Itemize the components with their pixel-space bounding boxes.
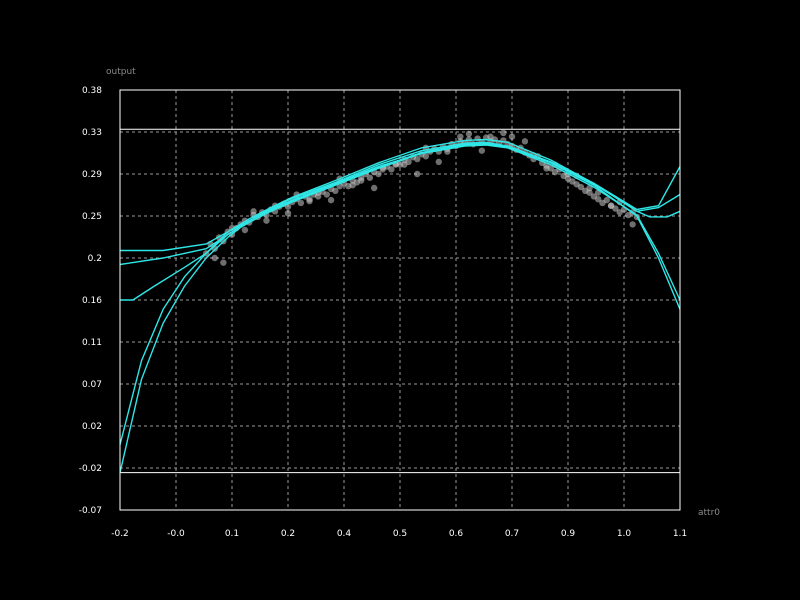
y-tick-label: -0.02 (79, 464, 102, 474)
scatter-point (607, 202, 615, 209)
fit-curve (119, 143, 681, 266)
x-tick-label: -0.0 (167, 529, 185, 539)
x-tick-label: 0.4 (337, 529, 352, 539)
scatter-point (543, 165, 550, 172)
scatter-point (435, 158, 442, 166)
y-tick-label: 0.16 (82, 296, 102, 306)
x-tick-label: 0.6 (449, 529, 464, 539)
scatter-point (358, 177, 365, 184)
y-axis-title: output (106, 67, 136, 77)
scatter-point (220, 259, 227, 266)
scatter-point (629, 221, 636, 228)
y-tick-label: 0.25 (82, 212, 102, 222)
scatter-point (306, 197, 313, 205)
x-tick-label: -0.2 (111, 529, 129, 539)
x-tick-labels: -0.2 -0.0 0.1 0.2 0.4 0.5 0.6 0.7 0.9 1.0 1.1 (111, 529, 687, 539)
x-tick-label: 0.1 (225, 529, 239, 539)
scatter-point (594, 196, 602, 203)
scatter-point (500, 129, 507, 137)
scatter-point (414, 155, 421, 163)
scatter-point (349, 182, 356, 189)
scatter-point (465, 130, 473, 138)
y-tick-label: 0.38 (82, 86, 102, 96)
scatter-point (323, 191, 330, 198)
y-tick-label: 0.2 (88, 254, 102, 264)
y-tick-label: 0.02 (82, 422, 102, 432)
y-tick-label: 0.07 (82, 380, 102, 390)
x-tick-label: 0.9 (561, 529, 576, 539)
scatter-point (487, 133, 494, 140)
scatter-point (332, 187, 339, 194)
scatter-point (422, 153, 430, 160)
scatter-point (370, 184, 378, 192)
fit-curves (119, 138, 681, 473)
scatter-point (263, 217, 270, 224)
x-tick-label: 0.2 (281, 529, 295, 539)
x-tick-label: 1.1 (673, 529, 687, 539)
plot-frame (119, 89, 681, 511)
scatter-point (508, 133, 516, 140)
scatter-point (366, 174, 374, 181)
scatter-point (478, 147, 486, 154)
scatter-point (211, 254, 218, 262)
scatter-point (603, 196, 610, 204)
scatter-point (414, 170, 421, 178)
scatter-point (327, 196, 335, 204)
x-axis-title: attr0 (698, 508, 720, 518)
y-tick-label: 0.29 (82, 170, 102, 180)
scatter-point (586, 189, 593, 196)
scatter-point (521, 138, 529, 145)
y-tick-label: -0.07 (79, 506, 102, 516)
fit-curve (120, 142, 681, 252)
scatter-point (297, 199, 305, 207)
scatter-point (250, 208, 257, 215)
scatter-point (457, 133, 464, 140)
scatter-point (284, 210, 292, 217)
x-tick-label: 0.5 (393, 529, 407, 539)
scatter-point (444, 148, 451, 155)
scatter-point (388, 166, 395, 173)
scatter-point (577, 183, 585, 191)
y-tick-label: 0.11 (82, 338, 102, 348)
y-tick-labels: 0.38 0.33 0.29 0.25 0.2 0.16 0.11 0.07 0.02 -0.02… (79, 86, 103, 516)
scatter-point (401, 161, 408, 168)
x-tick-label: 0.7 (505, 529, 519, 539)
fit-curve (119, 144, 681, 445)
scatter-point (465, 136, 473, 143)
y-tick-label: 0.33 (82, 128, 102, 138)
scatter-point (241, 226, 249, 234)
reference-lines (120, 128, 680, 474)
x-tick-label: 1.0 (617, 529, 632, 539)
scatter-point (375, 170, 382, 178)
